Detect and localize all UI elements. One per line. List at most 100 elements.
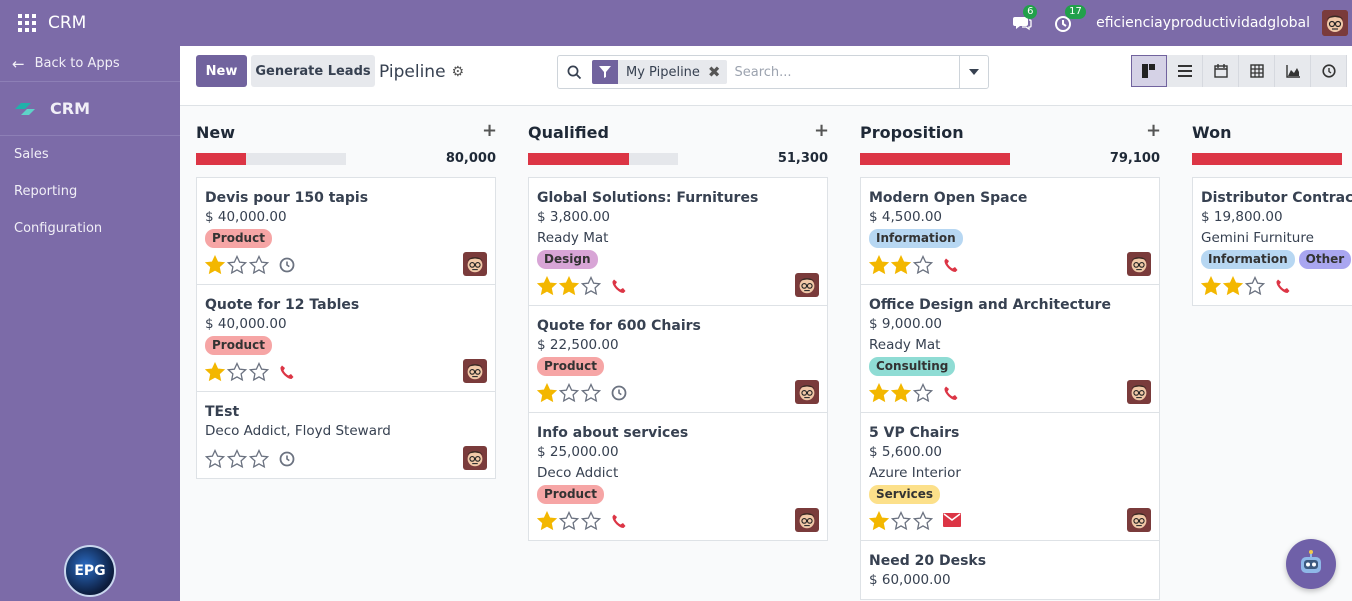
tag-badge: Product: [537, 485, 604, 504]
column-cards: Distributor Contract $ 19,800.00 Gemini Fu…: [1192, 177, 1352, 306]
lead-card[interactable]: Need 20 Desks $ 60,000.00: [860, 540, 1160, 600]
tag-badge: Other: [1298, 250, 1352, 269]
salesperson-avatar[interactable]: [463, 446, 487, 470]
salesperson-avatar[interactable]: [463, 252, 487, 276]
quick-create-qualified-icon[interactable]: +: [814, 120, 830, 141]
star-empty-icon[interactable]: [248, 448, 270, 469]
star-empty-icon[interactable]: [580, 275, 602, 296]
salesperson-avatar[interactable]: [795, 380, 819, 404]
user-avatar[interactable]: [1322, 10, 1348, 36]
column-progress-bar[interactable]: [1192, 153, 1342, 165]
back-to-apps-link[interactable]: ← Back to Apps: [0, 46, 180, 82]
lead-card[interactable]: Modern Open Space $ 4,500.00 Information: [860, 177, 1160, 285]
clock-activity-icon[interactable]: [611, 385, 627, 401]
search-options-toggle[interactable]: [959, 56, 988, 88]
star-filled-icon[interactable]: [1200, 275, 1222, 296]
star-filled-icon[interactable]: [890, 382, 912, 403]
lead-card[interactable]: Devis pour 150 tapis $ 40,000.00 Product: [196, 177, 496, 285]
phone-activity-icon[interactable]: [943, 385, 959, 401]
star-empty-icon[interactable]: [204, 448, 226, 469]
star-filled-icon[interactable]: [1222, 275, 1244, 296]
column-title-proposition[interactable]: Proposition: [860, 123, 964, 142]
star-filled-icon[interactable]: [536, 382, 558, 403]
phone-activity-icon[interactable]: [943, 257, 959, 273]
star-filled-icon[interactable]: [868, 382, 890, 403]
generate-leads-button[interactable]: Generate Leads: [251, 55, 375, 87]
star-filled-icon[interactable]: [536, 275, 558, 296]
lead-card[interactable]: Distributor Contract $ 19,800.00 Gemini Fu…: [1192, 177, 1352, 306]
star-filled-icon[interactable]: [536, 510, 558, 531]
lead-name: Quote for 12 Tables: [205, 297, 360, 313]
arrow-left-icon: ←: [12, 54, 25, 73]
graph-view-button[interactable]: [1275, 55, 1311, 87]
salesperson-avatar[interactable]: [1127, 508, 1151, 532]
activities-icon[interactable]: 17: [1054, 5, 1086, 33]
new-button[interactable]: New: [196, 55, 247, 87]
column-progress-bar[interactable]: [860, 153, 1010, 165]
phone-activity-icon[interactable]: [1275, 278, 1291, 294]
lead-card[interactable]: Office Design and Architecture $ 9,000.00…: [860, 284, 1160, 413]
star-empty-icon[interactable]: [912, 510, 934, 531]
star-empty-icon[interactable]: [912, 254, 934, 275]
chatbot-button[interactable]: [1286, 539, 1336, 589]
phone-activity-icon[interactable]: [611, 278, 627, 294]
column-title-new[interactable]: New: [196, 123, 236, 142]
star-filled-icon[interactable]: [204, 361, 226, 382]
lead-card[interactable]: TEst Deco Addict, Floyd Steward: [196, 391, 496, 479]
calendar-view-button[interactable]: [1203, 55, 1239, 87]
phone-activity-icon[interactable]: [279, 364, 295, 380]
lead-card[interactable]: Quote for 12 Tables $ 40,000.00 Product: [196, 284, 496, 392]
star-empty-icon[interactable]: [226, 254, 248, 275]
search-input[interactable]: [734, 64, 945, 80]
lead-card[interactable]: Quote for 600 Chairs $ 22,500.00 Product: [528, 305, 828, 413]
sidebar-item-sales[interactable]: Sales: [14, 147, 49, 162]
kanban-view-button[interactable]: [1131, 55, 1167, 87]
phone-activity-icon[interactable]: [611, 513, 627, 529]
sidebar-item-configuration[interactable]: Configuration: [14, 221, 103, 236]
clock-activity-icon[interactable]: [279, 451, 295, 467]
star-empty-icon[interactable]: [226, 361, 248, 382]
salesperson-avatar[interactable]: [795, 273, 819, 297]
lead-card[interactable]: Info about services $ 25,000.00 Deco Addic…: [528, 412, 828, 541]
star-filled-icon[interactable]: [890, 254, 912, 275]
star-filled-icon[interactable]: [868, 510, 890, 531]
quick-create-proposition-icon[interactable]: +: [1146, 120, 1162, 141]
lead-card[interactable]: 5 VP Chairs $ 5,600.00 Azure Interior Servi…: [860, 412, 1160, 541]
clock-activity-icon[interactable]: [279, 257, 295, 273]
app-menu-icon[interactable]: [18, 14, 36, 32]
star-filled-icon[interactable]: [204, 254, 226, 275]
user-name[interactable]: eficienciayproductividadglobal: [1096, 15, 1310, 31]
list-view-button[interactable]: [1167, 55, 1203, 87]
star-empty-icon[interactable]: [248, 361, 270, 382]
remove-facet-icon[interactable]: ✖: [707, 63, 721, 81]
star-empty-icon[interactable]: [1244, 275, 1266, 296]
app-brand[interactable]: CRM: [48, 13, 87, 33]
salesperson-avatar[interactable]: [795, 508, 819, 532]
quick-create-new-icon[interactable]: +: [482, 120, 498, 141]
column-title-qualified[interactable]: Qualified: [528, 123, 609, 142]
column-progress-bar[interactable]: [528, 153, 678, 165]
messages-icon[interactable]: 6: [1012, 5, 1038, 33]
star-empty-icon[interactable]: [558, 382, 580, 403]
email-activity-icon[interactable]: [943, 513, 961, 529]
star-empty-icon[interactable]: [580, 382, 602, 403]
salesperson-avatar[interactable]: [1127, 380, 1151, 404]
sidebar-item-reporting[interactable]: Reporting: [14, 184, 78, 199]
star-empty-icon[interactable]: [912, 382, 934, 403]
star-filled-icon[interactable]: [558, 275, 580, 296]
lead-card[interactable]: Global Solutions: Furnitures $ 3,800.00 Re…: [528, 177, 828, 306]
column-progress-bar[interactable]: [196, 153, 346, 165]
star-empty-icon[interactable]: [580, 510, 602, 531]
gear-icon[interactable]: ⚙: [451, 64, 465, 80]
star-empty-icon[interactable]: [890, 510, 912, 531]
activity-view-button[interactable]: [1311, 55, 1347, 87]
pivot-view-button[interactable]: [1239, 55, 1275, 87]
star-filled-icon[interactable]: [868, 254, 890, 275]
salesperson-avatar[interactable]: [463, 359, 487, 383]
search-icon[interactable]: [567, 65, 582, 80]
column-title-won[interactable]: Won: [1192, 123, 1232, 142]
star-empty-icon[interactable]: [248, 254, 270, 275]
star-empty-icon[interactable]: [558, 510, 580, 531]
star-empty-icon[interactable]: [226, 448, 248, 469]
salesperson-avatar[interactable]: [1127, 252, 1151, 276]
